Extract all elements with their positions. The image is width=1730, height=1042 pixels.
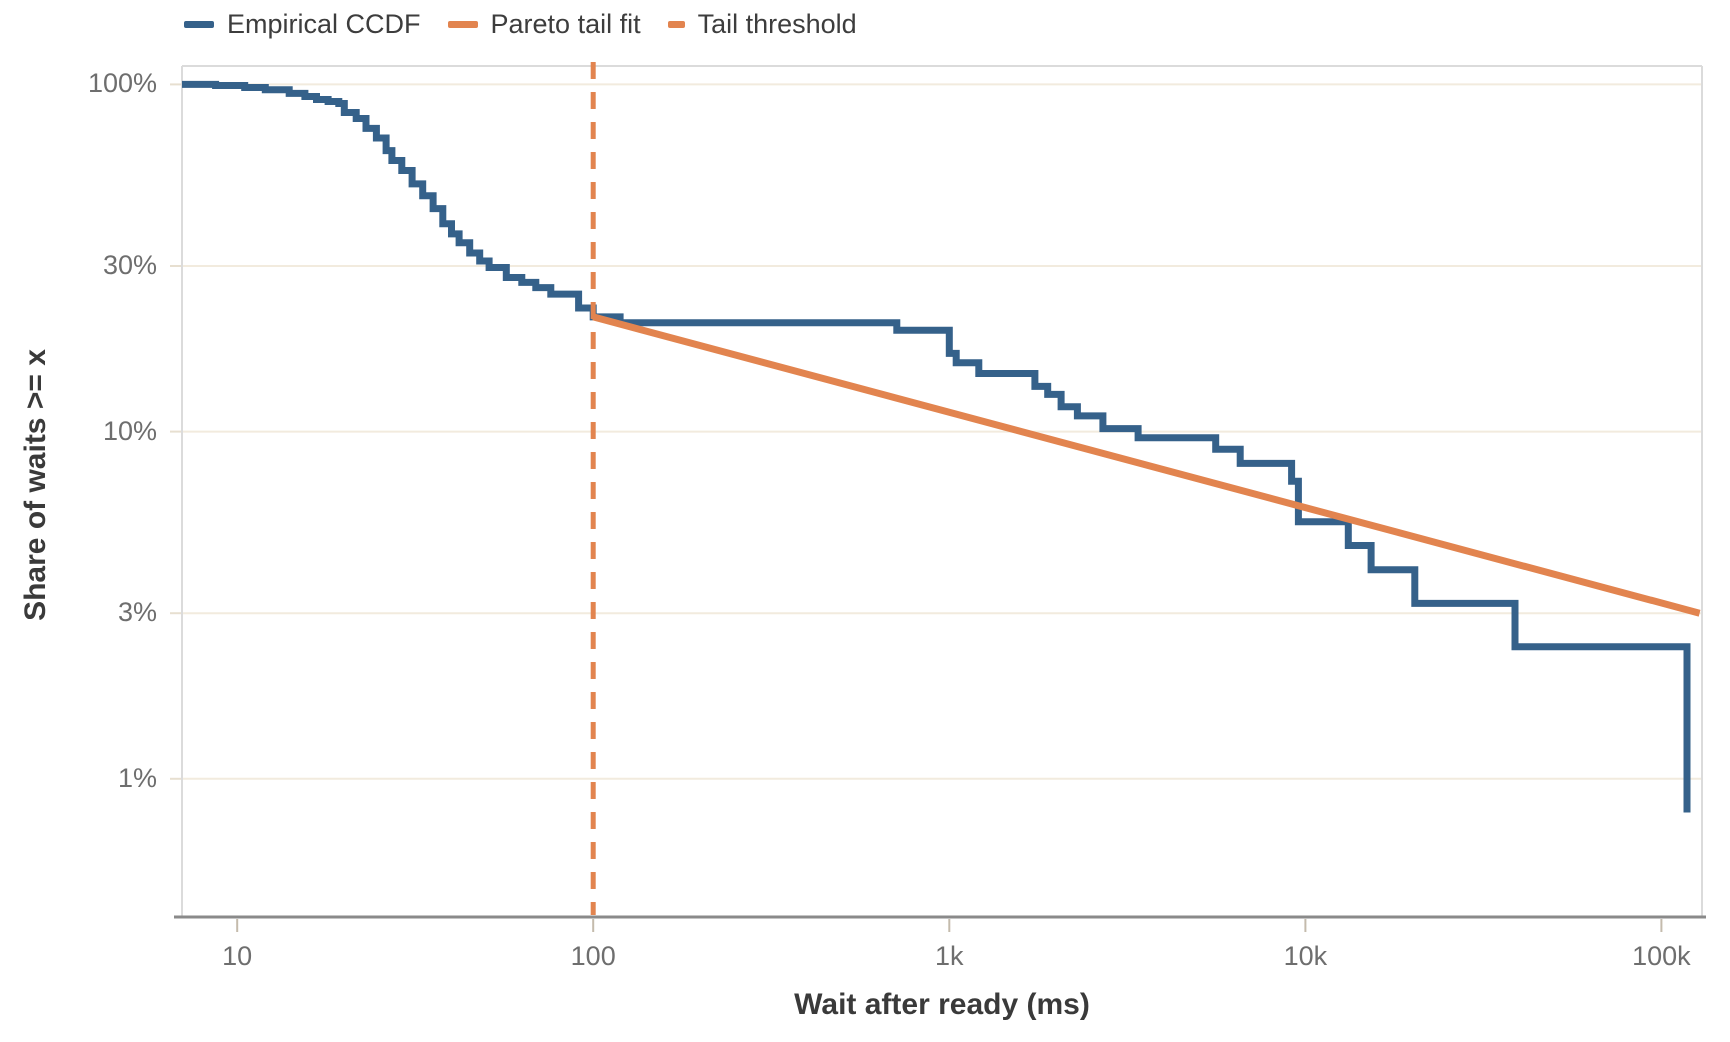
ccdf-line-swatch-icon xyxy=(184,20,214,28)
x-tick-label: 10 xyxy=(222,941,253,971)
y-axis-title: Share of waits >= x xyxy=(19,349,52,621)
y-tick-label: 30% xyxy=(102,249,157,280)
pareto-fit-swatch-icon xyxy=(447,20,478,28)
x-tick-label: 1k xyxy=(935,941,964,971)
legend-item-pareto-tail-fit: Pareto tail fit xyxy=(447,8,641,40)
legend-item-empirical-ccdf: Empirical CCDF xyxy=(184,8,421,40)
legend: Empirical CCDF Pareto tail fit Tail thre… xyxy=(184,8,857,40)
y-tick-label: 1% xyxy=(117,762,157,793)
threshold-swatch-icon xyxy=(667,20,685,28)
legend-label: Tail threshold xyxy=(697,9,857,39)
y-tick-label: 100% xyxy=(87,68,157,99)
legend-label: Pareto tail fit xyxy=(490,9,641,39)
legend-label: Empirical CCDF xyxy=(227,9,421,39)
x-tick-label: 10k xyxy=(1283,941,1328,971)
legend-item-tail-threshold: Tail threshold xyxy=(667,8,857,40)
x-tick-label: 100 xyxy=(570,941,616,971)
x-axis-title: Wait after ready (ms) xyxy=(794,988,1090,1021)
y-tick-label: 3% xyxy=(117,597,157,628)
x-tick-label: 100k xyxy=(1632,941,1691,971)
y-tick-label: 10% xyxy=(102,415,157,446)
